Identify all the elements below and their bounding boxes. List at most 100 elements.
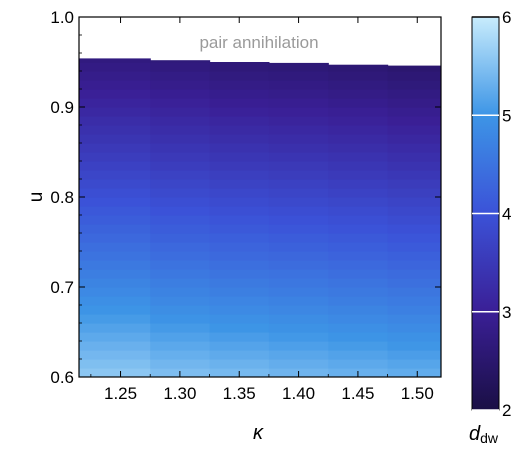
heatmap-cell [387, 305, 441, 315]
heatmap-cell [209, 107, 270, 117]
heatmap-cell [387, 287, 441, 297]
heatmap-cell [387, 80, 441, 90]
heatmap-cell [268, 359, 329, 369]
heatmap-cell [387, 71, 441, 81]
heatmap-cell [328, 206, 389, 216]
heatmap-cell [387, 269, 441, 279]
heatmap-cell [268, 71, 329, 81]
colorbar-label-sub: dw [480, 430, 499, 446]
heatmap-cell [150, 179, 211, 189]
heatmap-cell [150, 60, 211, 63]
heatmap-cell [268, 341, 329, 351]
heatmap-cell [79, 116, 151, 126]
colorbar-tick-label: 5 [502, 106, 511, 125]
heatmap-cell [387, 98, 441, 108]
x-tick-label: 1.45 [341, 384, 374, 403]
heatmap-cell [268, 305, 329, 315]
heatmap-cell [79, 179, 151, 189]
heatmap-cell [387, 341, 441, 351]
heatmap-cell [387, 197, 441, 207]
heatmap-cell [387, 89, 441, 99]
heatmap-cell [209, 143, 270, 153]
heatmap-cell [150, 170, 211, 180]
heatmap-cell [209, 188, 270, 198]
heatmap-cell [79, 215, 151, 225]
colorbar-ticks: 2 3 4 5 6 [472, 8, 511, 420]
heatmap-cell [150, 305, 211, 315]
y-tick-label: 1.0 [50, 8, 74, 27]
heatmap-cell [328, 134, 389, 144]
heatmap-cell [209, 314, 270, 324]
heatmap-cell [79, 368, 151, 377]
heatmap-cell [209, 269, 270, 279]
y-axis-label: u [26, 192, 47, 203]
heatmap-cell [209, 296, 270, 306]
heatmap-cell [209, 350, 270, 360]
plot-area [79, 17, 441, 377]
heatmap-cell [79, 134, 151, 144]
heatmap-cell [150, 296, 211, 306]
heatmap-cell [328, 323, 389, 333]
heatmap-cell [150, 125, 211, 135]
heatmap-cell [209, 170, 270, 180]
heatmap-cell [387, 206, 441, 216]
heatmap-cell [387, 179, 441, 189]
heatmap-cell [387, 65, 441, 72]
heatmap-cell [328, 305, 389, 315]
heatmap-cell [328, 359, 389, 369]
x-axis: 1.25 1.30 1.35 1.40 1.45 1.50 [90, 17, 434, 403]
y-tick-label: 0.7 [50, 278, 74, 297]
heatmap-cell [328, 251, 389, 261]
heatmap-cell [150, 134, 211, 144]
heatmap-cell [387, 224, 441, 234]
heatmap-cell [150, 224, 211, 234]
colorbar-label: ddw [469, 423, 499, 446]
heatmap-cell [209, 197, 270, 207]
heatmap-cell [268, 323, 329, 333]
heatmap-cell [268, 260, 329, 270]
colorbar-tick-label: 2 [502, 401, 511, 420]
heatmap-cell [387, 260, 441, 270]
heatmap-cell [268, 215, 329, 225]
heatmap-cell [209, 71, 270, 81]
heatmap-cell [387, 125, 441, 135]
heatmap-cell [268, 107, 329, 117]
heatmap-cell [328, 170, 389, 180]
heatmap-cell [328, 143, 389, 153]
heatmap-cell [209, 224, 270, 234]
heatmap-cell [387, 350, 441, 360]
heatmap-cell [268, 179, 329, 189]
heatmap-cell [209, 152, 270, 162]
heatmap-cell [79, 350, 151, 360]
heatmap-cell [328, 224, 389, 234]
heatmap-cell [150, 359, 211, 369]
heatmap-cell [150, 269, 211, 279]
heatmap-cell [79, 260, 151, 270]
heatmap-cell [79, 58, 151, 63]
heatmap-cell [387, 251, 441, 261]
heatmap-cell [79, 188, 151, 198]
heatmap-cell [268, 197, 329, 207]
heatmap-cell [268, 143, 329, 153]
heatmap-cell [209, 332, 270, 342]
heatmap-cell [79, 152, 151, 162]
heatmap-cell [268, 134, 329, 144]
colorbar-label-main: d [469, 423, 481, 445]
heatmap-cell [268, 116, 329, 126]
colorbar-tick-label: 3 [502, 303, 511, 322]
heatmap-cell [209, 161, 270, 171]
heatmap-cell [150, 332, 211, 342]
heatmap-cell [79, 323, 151, 333]
colorbar-tick-label: 6 [502, 8, 511, 27]
heatmap-cell [268, 314, 329, 324]
heatmap-cell [268, 233, 329, 243]
y-tick-label: 0.8 [50, 188, 74, 207]
heatmap-cell [387, 170, 441, 180]
heatmap-cell [328, 107, 389, 117]
y-axis: 0.6 0.7 0.8 0.9 1.0 [50, 8, 441, 387]
heatmap-cell [150, 260, 211, 270]
heatmap-cell [150, 62, 211, 72]
heatmap-cell [79, 359, 151, 369]
heatmap-cell [150, 161, 211, 171]
heatmap-cell [150, 80, 211, 90]
